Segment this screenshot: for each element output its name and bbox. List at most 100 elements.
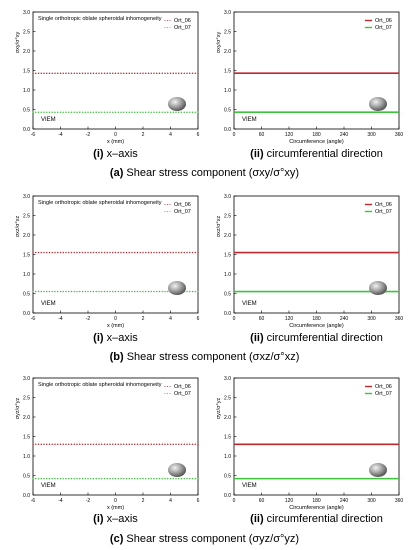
sub-caption-text: circumferential direction (267, 148, 383, 160)
data-point (180, 251, 183, 254)
legend-label: Ort_07 (174, 391, 191, 397)
data-point (117, 477, 119, 480)
y-tick-label: 3.0 (224, 376, 231, 382)
x-tick-label: -2 (86, 132, 91, 138)
data-point (139, 251, 141, 254)
data-point (131, 72, 133, 74)
series-Ort_06 (32, 251, 199, 254)
sub-caption: (i) x–axis (93, 332, 138, 344)
method-annotation: VIEM (242, 301, 257, 307)
data-point (95, 477, 97, 480)
data-point (103, 251, 106, 254)
data-point (109, 477, 111, 480)
data-point (120, 251, 122, 254)
x-tick-label: -6 (31, 316, 36, 322)
series-Ort_06 (32, 72, 199, 74)
chart-panel-b-ii: 0.0 0.5 1.0 1.5 2.0 2.5 3.0 0 60 120 180 240 300 360 C… (216, 194, 403, 329)
x-tick-label: 180 (312, 132, 321, 138)
data-point (109, 290, 111, 293)
data-point (43, 477, 45, 480)
data-point (183, 72, 185, 74)
y-axis-label: σxy/σ°xy (15, 31, 21, 53)
x-tick-label: 0 (114, 498, 117, 504)
data-point (197, 72, 199, 74)
legend-marker (164, 210, 166, 213)
data-point (46, 443, 48, 446)
legend-label: Ort_06 (375, 202, 392, 208)
data-point (62, 111, 64, 113)
data-point (106, 443, 108, 446)
sub-caption: (i) x–axis (93, 148, 138, 160)
data-point (73, 72, 75, 74)
data-point (178, 111, 180, 113)
data-point (156, 443, 158, 446)
data-point (92, 477, 95, 480)
data-point (112, 111, 114, 113)
spheroid-icon (369, 463, 387, 477)
data-point (142, 443, 144, 446)
data-point (139, 477, 141, 480)
data-point (180, 111, 183, 113)
data-point (172, 72, 174, 74)
x-tick-label: 6 (197, 316, 200, 322)
chart-title: Single orthotropic oblate spheroidal inh… (38, 16, 162, 22)
legend-marker (166, 392, 169, 395)
data-point (98, 251, 100, 254)
data-point (117, 111, 119, 113)
data-point (125, 290, 128, 293)
data-point (81, 72, 84, 74)
data-point (35, 111, 37, 113)
data-point (65, 290, 67, 293)
x-tick-label: 0 (114, 316, 117, 322)
y-axis-label: σxy/σ°xy (216, 31, 222, 53)
data-point (57, 72, 59, 74)
sub-caption-text: circumferential direction (267, 513, 383, 525)
sub-caption-number: (ii) (250, 148, 267, 160)
data-point (48, 251, 51, 254)
data-point (128, 443, 130, 446)
x-tick-label: -4 (58, 498, 63, 504)
data-point (84, 477, 86, 480)
data-point (180, 443, 183, 446)
data-point (158, 443, 161, 446)
chart-title: Single orthotropic oblate spheroidal inh… (38, 200, 162, 206)
data-point (46, 477, 48, 480)
data-point (48, 290, 51, 293)
x-tick-label: 6 (197, 132, 200, 138)
data-point (90, 443, 92, 446)
data-point (65, 443, 67, 446)
sub-caption: (ii) circumferential direction (250, 148, 383, 160)
data-point (161, 443, 163, 446)
y-tick-label: 1.0 (224, 88, 231, 94)
data-point (40, 251, 42, 254)
data-point (153, 477, 155, 480)
data-point (84, 290, 86, 293)
data-point (51, 477, 53, 480)
group-caption-label: (b) (110, 351, 127, 363)
group-caption-text: Shear stress component (σyz/σ°yz) (126, 533, 299, 545)
data-point (128, 111, 130, 113)
data-point (123, 477, 125, 480)
data-point (164, 443, 166, 446)
data-point (35, 290, 37, 293)
x-tick-label: -2 (86, 498, 91, 504)
y-tick-label: 1.5 (224, 68, 231, 74)
data-point (180, 72, 183, 74)
data-point (98, 111, 100, 113)
data-point (123, 111, 125, 113)
x-axis-label: x (mm) (107, 139, 124, 145)
data-point (40, 72, 42, 74)
y-tick-label: 1.5 (23, 434, 30, 440)
data-point (70, 290, 73, 293)
data-point (136, 443, 139, 446)
data-point (161, 111, 163, 113)
plot-frame (233, 195, 400, 314)
data-point (117, 443, 119, 446)
data-point (136, 111, 139, 113)
data-point (95, 290, 97, 293)
data-point (114, 111, 117, 113)
data-point (79, 443, 81, 446)
y-tick-label: 1.5 (23, 252, 30, 258)
data-point (79, 251, 81, 254)
